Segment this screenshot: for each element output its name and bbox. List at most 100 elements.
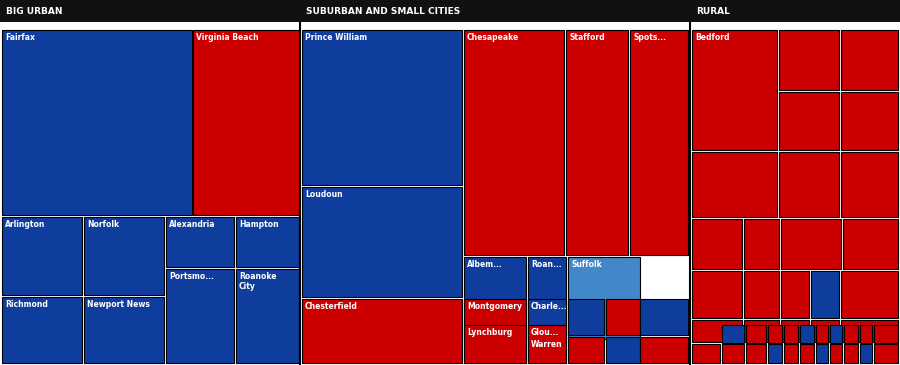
Bar: [816, 325, 828, 343]
Bar: [302, 30, 462, 185]
Text: SUBURBAN AND SMALL CITIES: SUBURBAN AND SMALL CITIES: [306, 7, 460, 15]
Bar: [630, 30, 688, 255]
Text: RURAL: RURAL: [696, 7, 730, 15]
Text: Montgomery: Montgomery: [467, 302, 522, 311]
Bar: [722, 325, 744, 343]
Bar: [528, 299, 566, 335]
Bar: [464, 325, 526, 363]
Bar: [528, 257, 566, 339]
Bar: [606, 299, 640, 335]
Bar: [464, 257, 526, 339]
Bar: [841, 30, 898, 90]
Text: Newport News: Newport News: [87, 300, 150, 309]
Bar: [692, 271, 742, 318]
Bar: [166, 217, 234, 267]
Bar: [166, 269, 234, 363]
Text: Warren: Warren: [531, 340, 562, 349]
Bar: [800, 325, 814, 343]
Bar: [640, 299, 688, 335]
Bar: [302, 299, 462, 363]
Text: Prince William: Prince William: [305, 33, 367, 42]
Bar: [841, 92, 898, 150]
Bar: [844, 344, 858, 363]
Bar: [844, 325, 858, 343]
Bar: [568, 337, 604, 363]
Text: Loudoun: Loudoun: [305, 190, 343, 199]
Text: Fairfax: Fairfax: [5, 33, 35, 42]
Bar: [779, 30, 839, 90]
Text: Bedford: Bedford: [695, 33, 730, 42]
Bar: [568, 299, 604, 335]
Bar: [860, 344, 872, 363]
Text: Glou...: Glou...: [531, 328, 560, 337]
Bar: [2, 297, 82, 363]
Bar: [606, 337, 640, 363]
Bar: [779, 92, 839, 150]
Bar: [800, 344, 814, 363]
Text: Charle...: Charle...: [531, 302, 568, 311]
Bar: [860, 325, 872, 343]
Bar: [830, 325, 842, 343]
Text: Albem...: Albem...: [467, 260, 503, 269]
Bar: [722, 344, 744, 363]
Bar: [781, 271, 809, 318]
Bar: [841, 152, 898, 217]
Bar: [874, 344, 898, 363]
Text: Spots...: Spots...: [633, 33, 666, 42]
Text: Alexandria: Alexandria: [169, 220, 215, 229]
Text: Arlington: Arlington: [5, 220, 45, 229]
Text: Stafford: Stafford: [569, 33, 605, 42]
Bar: [692, 320, 742, 342]
Bar: [841, 271, 898, 318]
Bar: [784, 325, 798, 343]
Text: Portsmо...: Portsmо...: [169, 272, 214, 281]
Bar: [236, 269, 299, 363]
Bar: [816, 344, 828, 363]
Bar: [811, 271, 839, 318]
Bar: [781, 219, 841, 269]
Text: Lynchburg: Lynchburg: [467, 328, 512, 337]
Bar: [566, 30, 628, 255]
Text: Virginia Beach: Virginia Beach: [196, 33, 258, 42]
Text: Richmond: Richmond: [5, 300, 48, 309]
Bar: [692, 219, 742, 269]
Bar: [841, 320, 898, 342]
Bar: [692, 152, 777, 217]
Text: Norfolk: Norfolk: [87, 220, 119, 229]
Bar: [744, 320, 779, 342]
Bar: [744, 271, 779, 318]
Bar: [464, 299, 526, 363]
Bar: [692, 30, 777, 150]
Bar: [2, 30, 192, 215]
Bar: [464, 30, 564, 255]
Bar: [746, 325, 766, 343]
Text: Chesapeake: Chesapeake: [467, 33, 519, 42]
Bar: [781, 320, 809, 342]
Bar: [236, 217, 299, 267]
Text: Suffolk: Suffolk: [571, 260, 602, 269]
Bar: [692, 344, 720, 363]
Bar: [830, 344, 842, 363]
Bar: [744, 219, 779, 269]
Bar: [84, 217, 164, 295]
Bar: [568, 257, 640, 339]
Bar: [768, 344, 782, 363]
Text: Chesterfield: Chesterfield: [305, 302, 358, 311]
Bar: [193, 30, 299, 215]
Bar: [874, 325, 898, 343]
Bar: [768, 325, 782, 343]
Bar: [811, 320, 839, 342]
Text: Hampton: Hampton: [239, 220, 279, 229]
Bar: [843, 219, 898, 269]
Bar: [302, 187, 462, 297]
Bar: [84, 297, 164, 363]
Bar: [2, 217, 82, 295]
Bar: [640, 337, 688, 363]
Bar: [528, 337, 566, 363]
Bar: [784, 344, 798, 363]
Text: BIG URBAN: BIG URBAN: [6, 7, 62, 15]
Bar: [528, 325, 566, 363]
Bar: [0, 0, 900, 22]
Text: Roanoke
City: Roanoke City: [239, 272, 276, 291]
Text: Roan...: Roan...: [531, 260, 562, 269]
